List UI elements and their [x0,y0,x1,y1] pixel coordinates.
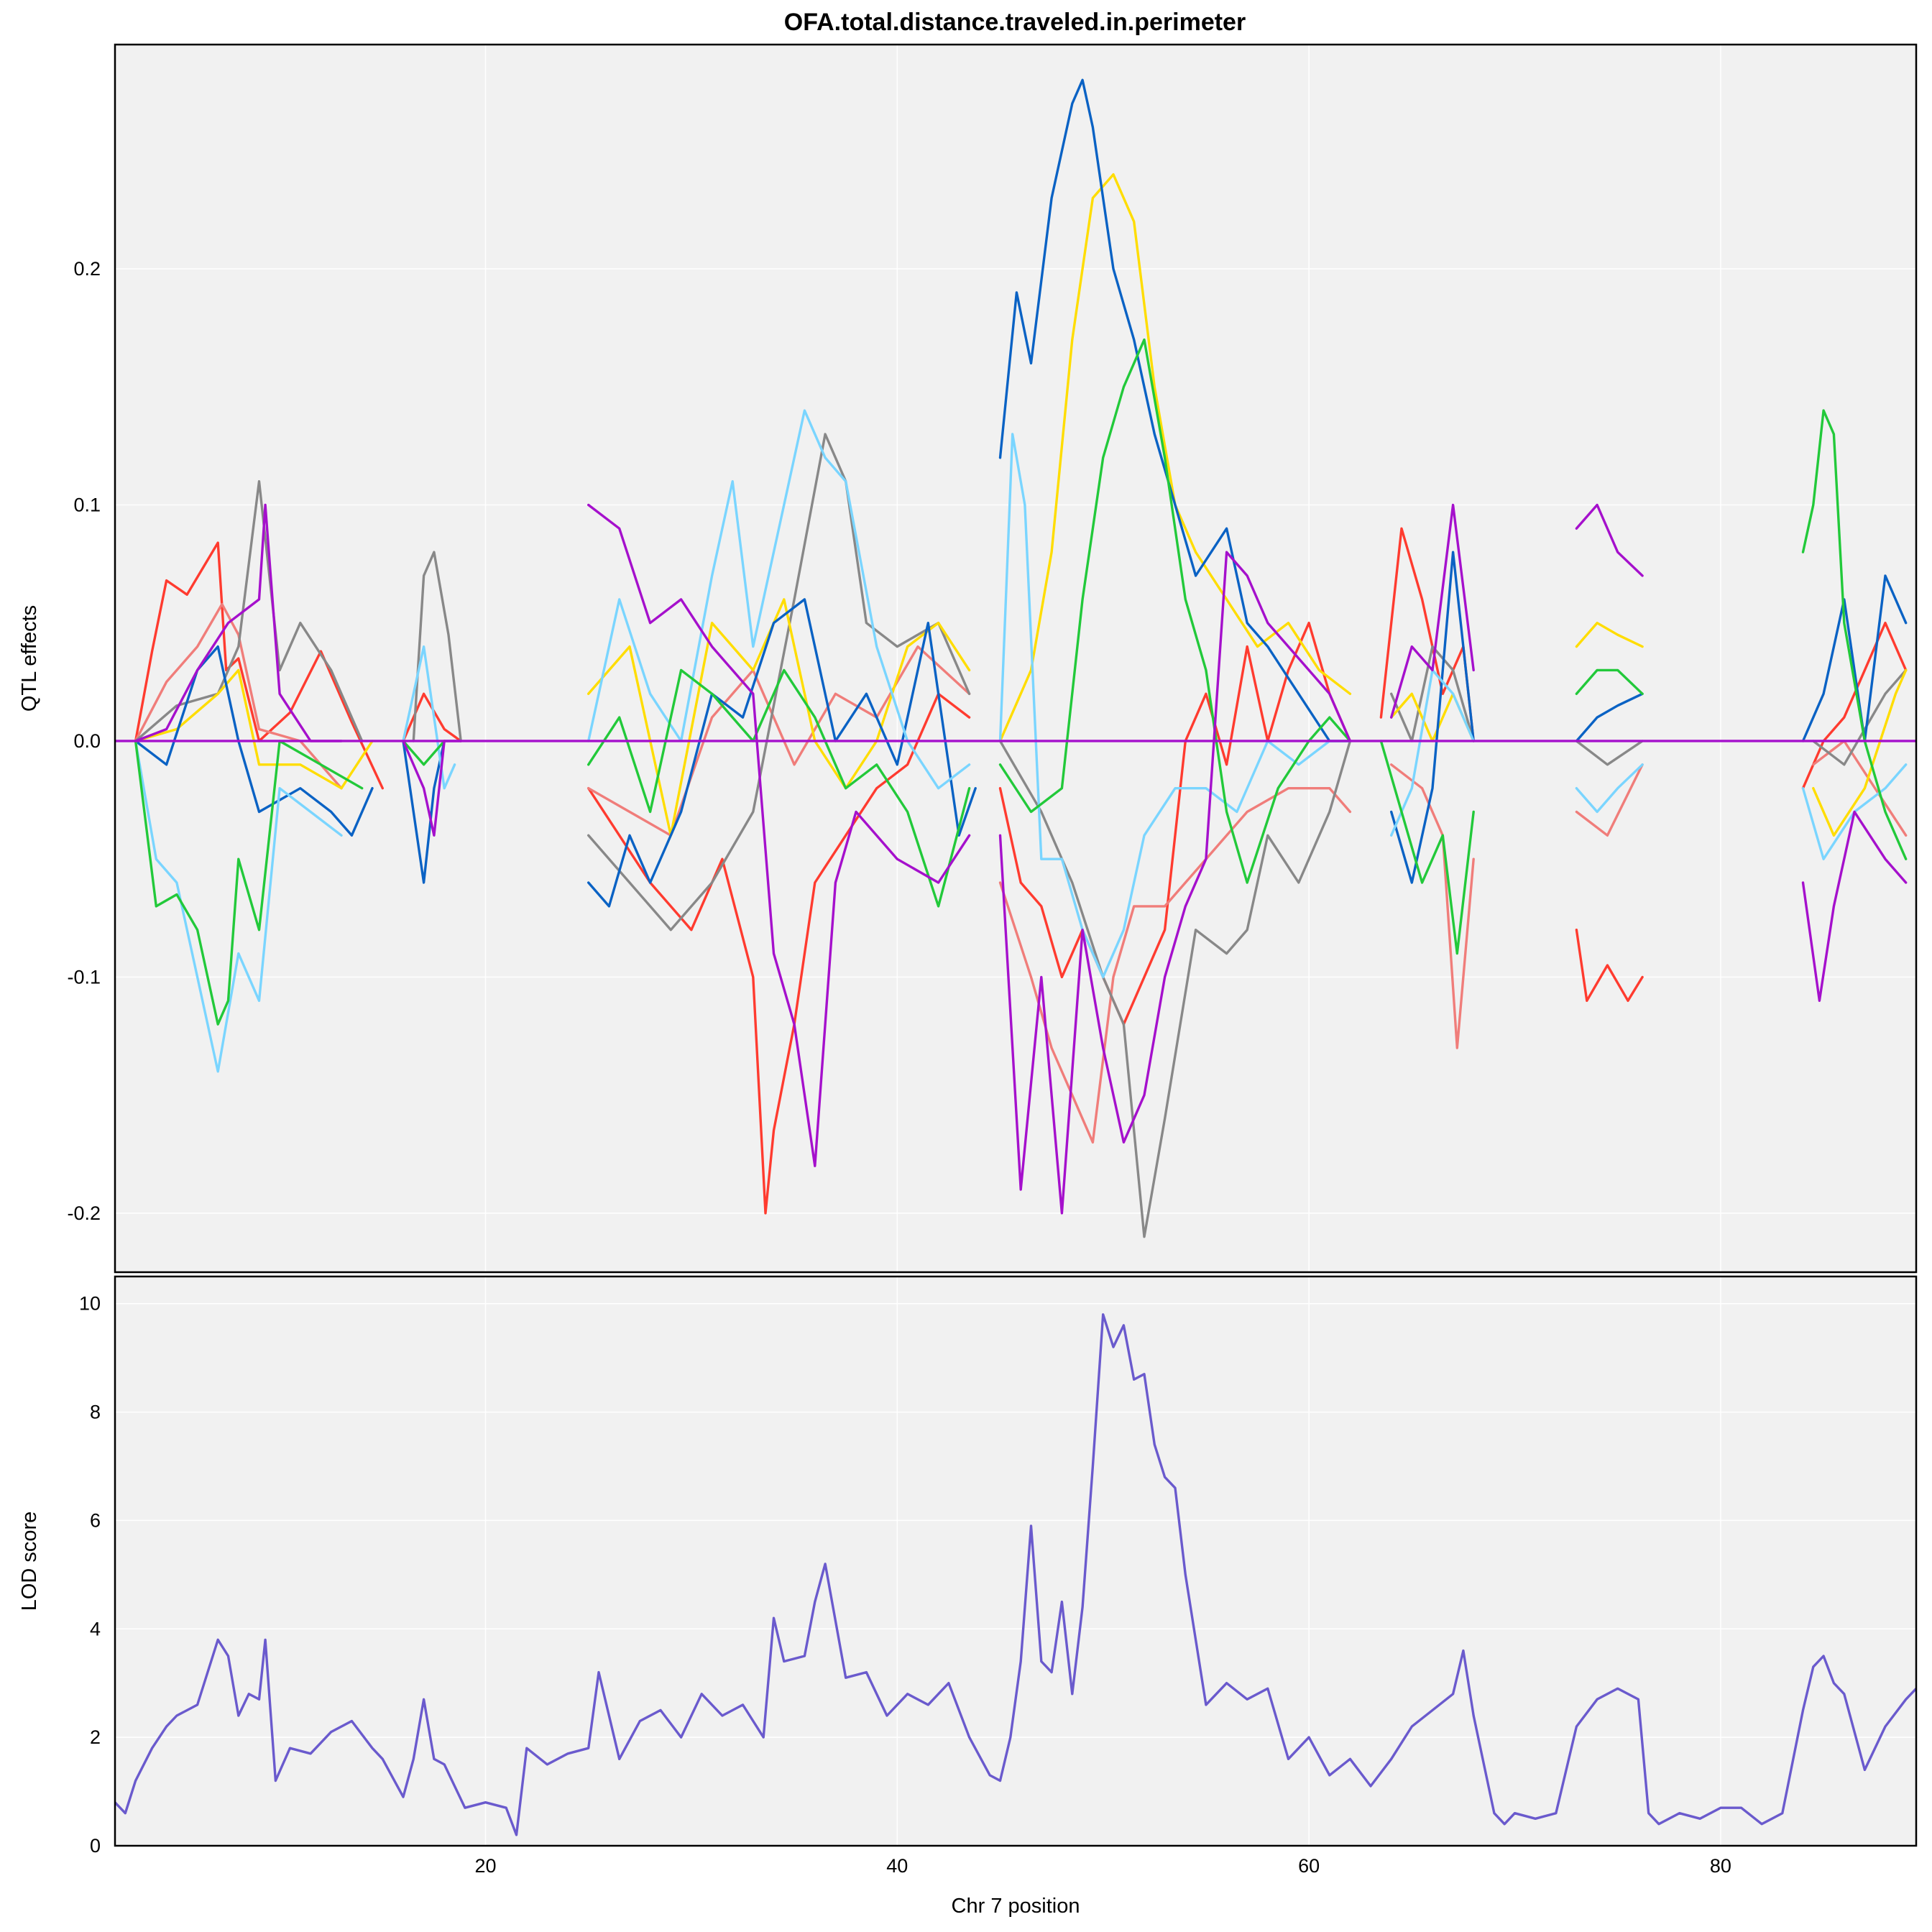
effect-line-segment [1575,763,1644,837]
effect-line-segment [587,645,971,837]
effect-line-segment [587,598,977,908]
effects-series-1 [134,602,1908,1144]
effect-line-segment [998,551,1352,1215]
effect-line-segment [998,78,1352,742]
effects-y-tick-label: 0.0 [73,730,101,752]
x-tick-label: 20 [474,1855,496,1877]
x-tick-label: 80 [1710,1855,1731,1877]
effect-line-segment [1575,763,1644,814]
effect-line-segment [134,602,343,790]
effects-y-tick-label: 0.1 [73,494,101,516]
effect-line-segment [1575,740,1644,766]
effect-line-segment [1575,929,1644,1002]
effects-panel-frame [114,43,1918,1274]
effect-line-segment [587,433,971,932]
effect-line-segment [1812,668,1908,837]
effect-line-segment [998,338,1352,884]
effects-series-6 [134,338,1908,1026]
lod-y-tick-label: 4 [90,1618,101,1639]
effects-series-4 [134,78,1908,908]
x-axis-label: Chr 7 position [952,1895,1080,1918]
chart-title: OFA.total.distance.traveled.in.perimeter [784,9,1246,36]
effect-line-segment [587,668,971,908]
effect-line-segment [587,598,971,837]
lod-y-tick-label: 10 [79,1293,101,1315]
effect-line-segment [998,433,1352,979]
effect-line-segment [134,668,374,790]
effect-line-segment [998,787,1352,1144]
effect-line-segment [134,740,343,1073]
lod-line [114,1313,1918,1836]
effect-line-segment [1390,551,1475,884]
effect-line-segment [587,409,971,790]
effects-y-tick-label: 0.2 [73,258,101,280]
effect-line-segment [402,645,456,790]
effect-line-segment [134,740,364,1026]
effects-y-tick-label: -0.1 [67,966,101,988]
effects-panel: -0.2 -0.1 0.0 0.1 0.2 QTL effects [18,43,1918,1274]
effect-line-segment [1801,810,1908,1002]
lod-panel: 0 2 4 6 8 10 20 40 60 80 LOD score Chr 7 positio… [18,1275,1918,1918]
effect-line-segment [998,173,1352,742]
effects-y-ticks: -0.2 -0.1 0.0 0.1 0.2 [67,258,101,1224]
effect-line-segment [134,480,364,742]
lod-x-ticks: 20 40 60 80 [474,1855,1731,1877]
lod-y-axis-label: LOD score [18,1512,41,1611]
effect-line-segment [402,740,446,884]
effect-line-segment [1575,503,1644,577]
lod-y-tick-label: 8 [90,1402,101,1423]
effects-series-3 [134,173,1908,837]
effect-line-segment [587,692,971,1215]
effects-y-tick-label: -0.2 [67,1202,101,1224]
effect-line-segment [998,740,1352,1238]
lod-panel-frame [114,1275,1918,1847]
effect-line-segment [1575,622,1644,648]
effect-line-segment [1801,409,1908,860]
effect-line-segment [412,551,462,742]
effects-panel-background [115,45,1916,1272]
effect-line-segment [1801,574,1908,742]
effect-line-segment [1575,668,1644,695]
lod-y-ticks: 0 2 4 6 8 10 [79,1293,101,1857]
lod-series-group [114,1313,1918,1836]
x-tick-label: 40 [886,1855,908,1877]
effect-line-segment [1390,645,1475,742]
effects-series-7 [134,503,1908,1215]
effect-line-segment [1390,503,1475,719]
effects-series-2 [134,433,1908,1238]
lod-y-tick-label: 2 [90,1726,101,1748]
effect-line-segment [1801,622,1908,790]
effect-line-segment [1575,692,1644,742]
lod-y-tick-label: 0 [90,1835,101,1857]
effect-line-segment [587,503,971,1167]
effects-series-group [115,78,1916,1238]
effect-line-segment [998,622,1352,1026]
effect-line-segment [134,503,343,742]
effects-y-axis-label: QTL effects [18,605,41,712]
effect-line-segment [1379,740,1475,955]
effect-line-segment [1812,668,1908,766]
effect-line-segment [402,740,446,766]
effect-line-segment [134,645,374,837]
lod-panel-background [115,1276,1916,1846]
lod-y-tick-label: 6 [90,1509,101,1531]
x-tick-label: 60 [1298,1855,1320,1877]
